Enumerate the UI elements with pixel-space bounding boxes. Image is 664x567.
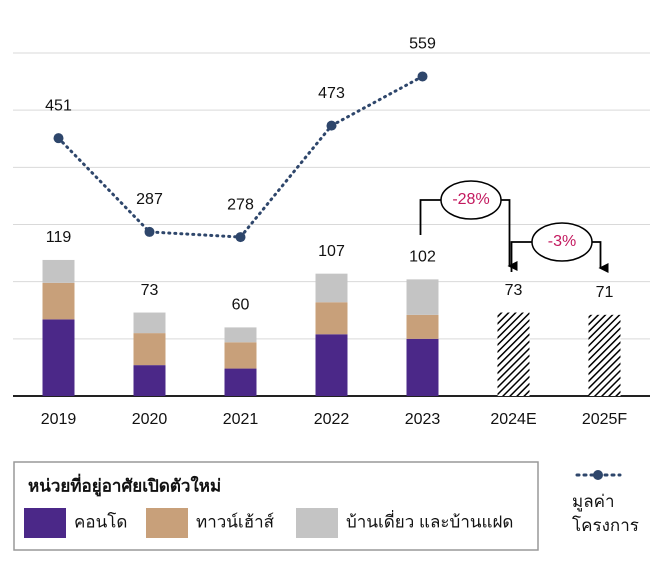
x-tick-label: 2019 [41,411,77,428]
bar-segment [133,312,166,334]
legend-label: ทาวน์เฮ้าส์ [196,512,275,531]
bar-segment [315,302,348,335]
annotation-bubble [531,222,593,262]
bar-segment [224,368,257,396]
line-legend-label: มูลค่า โครงการ [572,492,639,536]
x-tick-label: 2025F [582,411,628,428]
x-tick-label: 2021 [223,411,259,428]
bar-segment [42,282,75,320]
total-label: 73 [141,282,159,299]
bar-segment [224,327,257,343]
legend-line-dot [593,470,603,480]
total-label: 119 [46,229,72,246]
bar-segment [406,314,439,339]
bar-segment [42,259,75,283]
bar-segment [406,279,439,315]
annotation-bubble [440,180,502,220]
line-point [144,226,155,237]
total-label: 60 [232,297,250,314]
bar-segment [133,365,166,396]
total-label: 102 [409,249,436,266]
bar-segment [133,333,166,366]
total-label: 73 [505,282,523,299]
x-tick-label: 2022 [314,411,350,428]
line-point [235,232,246,243]
line-point [326,120,337,131]
legend-swatch [296,508,338,538]
annotation-text: -3% [548,233,576,250]
legend-swatch [24,508,66,538]
line-value-label: 278 [227,196,254,213]
legend-title: หน่วยที่อยู่อาศัยเปิดตัวใหม่ [28,473,221,497]
line-value-label: 451 [45,97,72,114]
legend-label: คอนโด [74,511,127,531]
line-value-label: 287 [136,191,163,208]
x-tick-label: 2020 [132,411,168,428]
x-tick-label: 2023 [405,411,441,428]
total-label: 107 [318,243,345,260]
line-point [417,71,428,82]
annotation-text: -28% [452,191,489,208]
bar-segment [42,319,75,396]
forecast-bar [497,312,530,396]
legend-swatch [146,508,188,538]
x-tick-label: 2024E [490,411,536,428]
total-label: 71 [596,284,614,301]
line-value-label: 559 [409,36,436,53]
line-value-label: 473 [318,85,345,102]
line-point [53,133,64,144]
bar-segment [224,342,257,369]
forecast-bar [588,314,621,396]
legend-label: บ้านเดี่ยว และบ้านแฝด [346,509,513,531]
bar-segment [315,273,348,303]
bar-segment [406,338,439,396]
bar-segment [315,334,348,396]
legend-box [13,461,539,551]
